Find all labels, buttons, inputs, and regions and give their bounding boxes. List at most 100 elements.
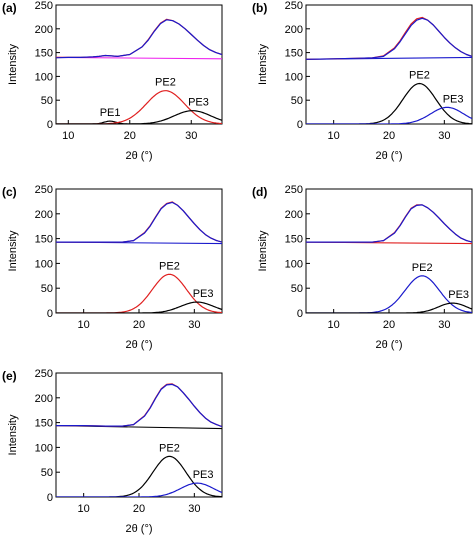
- y-tick-label: 200: [35, 209, 53, 221]
- plot-lines: [306, 204, 472, 313]
- peak-label-pe3: PE3: [188, 97, 209, 109]
- y-axis-label: Intensity: [7, 44, 19, 85]
- y-axis-label: Intensity: [7, 230, 19, 271]
- y-tick-label: 250: [285, 0, 303, 12]
- y-tick-label: 100: [285, 258, 303, 270]
- x-tick-label: 20: [383, 319, 395, 331]
- x-tick-label: 30: [438, 319, 450, 331]
- peak-pe2-line: [306, 275, 472, 313]
- x-tick-label: 10: [328, 319, 340, 331]
- y-axis-label: Intensity: [257, 230, 269, 271]
- y-tick-label: 0: [47, 308, 53, 320]
- y-tick-label: 200: [285, 209, 303, 221]
- peak-pe3-line: [56, 110, 222, 124]
- peak-label-pe3: PE3: [193, 469, 214, 481]
- x-tick-label: 10: [62, 130, 74, 142]
- y-tick-label: 200: [35, 24, 53, 36]
- y-tick-label: 50: [291, 95, 303, 107]
- panel-label: (c): [2, 185, 17, 199]
- fit-line: [56, 383, 222, 428]
- measured-line: [56, 201, 222, 243]
- peak-pe2-line: [56, 90, 222, 124]
- peak-pe2-line: [56, 273, 222, 313]
- y-tick-label: 50: [41, 467, 53, 479]
- peak-pe3-line: [56, 301, 222, 313]
- panel-2: (b) 0 50 100 150 200 250 10 20 30 2θ (°) Intensity P…: [252, 0, 473, 162]
- peak-pe2-line: [306, 82, 472, 124]
- panel-1: (a) 0 50 100 150 200 250 10 20 30 2θ (°) Intensity P…: [2, 0, 223, 162]
- x-axis-label: 2θ (°): [375, 339, 402, 351]
- peak-label-pe2: PE2: [155, 77, 176, 89]
- y-tick-label: 100: [35, 258, 53, 270]
- y-tick-label: 150: [285, 48, 303, 60]
- plot-lines: [306, 16, 472, 124]
- y-tick-label: 0: [297, 119, 303, 131]
- peak-label-pe2: PE2: [412, 262, 433, 274]
- panel-3: (c) 0 50 100 150 200 250 10 20 30 2θ (°) Intensity P…: [2, 184, 223, 351]
- plot-lines: [56, 383, 222, 497]
- y-axis-label: Intensity: [7, 414, 19, 455]
- plot-lines: [56, 18, 222, 124]
- peak-label-pe1: PE1: [100, 107, 121, 119]
- y-tick-label: 50: [291, 283, 303, 295]
- y-axis-label: Intensity: [257, 44, 269, 85]
- fit-line: [56, 201, 222, 243]
- y-tick-label: 0: [47, 119, 53, 131]
- y-tick-label: 150: [35, 418, 53, 430]
- y-tick-label: 250: [35, 184, 53, 196]
- y-tick-label: 150: [35, 48, 53, 60]
- y-tick-label: 150: [285, 234, 303, 246]
- y-tick-label: 250: [35, 0, 53, 12]
- y-tick-label: 50: [41, 95, 53, 107]
- panel-label: (d): [252, 185, 267, 199]
- panel-4: (d) 0 50 100 150 200 250 10 20 30 2θ (°) Intensity P…: [252, 184, 473, 351]
- panel-5: (e) 0 50 100 150 200 250 10 20 30 2θ (°) Intensity P…: [2, 368, 223, 535]
- x-tick-label: 30: [185, 130, 197, 142]
- y-tick-label: 200: [285, 24, 303, 36]
- peak-label-pe3: PE3: [443, 93, 464, 105]
- plot-lines: [56, 201, 222, 313]
- y-tick-label: 0: [297, 308, 303, 320]
- x-axis-label: 2θ (°): [125, 339, 152, 351]
- y-tick-label: 0: [47, 492, 53, 504]
- panel-label: (e): [2, 369, 17, 383]
- peak-pe3-line: [56, 482, 222, 497]
- measured-line: [56, 18, 222, 59]
- y-tick-label: 250: [285, 184, 303, 196]
- y-tick-label: 100: [35, 71, 53, 83]
- x-axis-label: 2θ (°): [125, 150, 152, 162]
- peak-pe3-line: [306, 106, 472, 124]
- x-tick-label: 30: [188, 319, 200, 331]
- peak-label-pe2: PE2: [159, 260, 180, 272]
- x-tick-label: 20: [124, 130, 136, 142]
- x-tick-label: 30: [188, 503, 200, 515]
- x-axis-label: 2θ (°): [375, 150, 402, 162]
- axes-frame: [305, 188, 473, 314]
- x-axis-label: 2θ (°): [125, 523, 152, 535]
- peak-label-pe3: PE3: [193, 288, 214, 300]
- peak-label-pe3: PE3: [448, 289, 469, 301]
- y-tick-label: 100: [35, 442, 53, 454]
- y-tick-label: 200: [35, 393, 53, 405]
- y-tick-label: 150: [35, 234, 53, 246]
- panel-label: (a): [2, 1, 17, 15]
- y-tick-label: 250: [35, 368, 53, 380]
- x-tick-label: 30: [438, 130, 450, 142]
- fit-line: [56, 19, 222, 59]
- peak-label-pe2: PE2: [159, 442, 180, 454]
- x-tick-label: 10: [78, 319, 90, 331]
- x-tick-label: 20: [133, 503, 145, 515]
- y-tick-label: 100: [285, 71, 303, 83]
- y-tick-label: 50: [41, 283, 53, 295]
- axes-frame: [305, 4, 473, 125]
- x-tick-label: 20: [133, 319, 145, 331]
- fit-line: [306, 204, 472, 243]
- x-tick-label: 20: [383, 130, 395, 142]
- peak-pe3-line: [306, 302, 472, 313]
- peak-label-pe2: PE2: [409, 70, 430, 82]
- panel-label: (b): [252, 1, 267, 15]
- x-tick-label: 10: [78, 503, 90, 515]
- fit-line: [306, 17, 472, 60]
- x-tick-label: 10: [328, 130, 340, 142]
